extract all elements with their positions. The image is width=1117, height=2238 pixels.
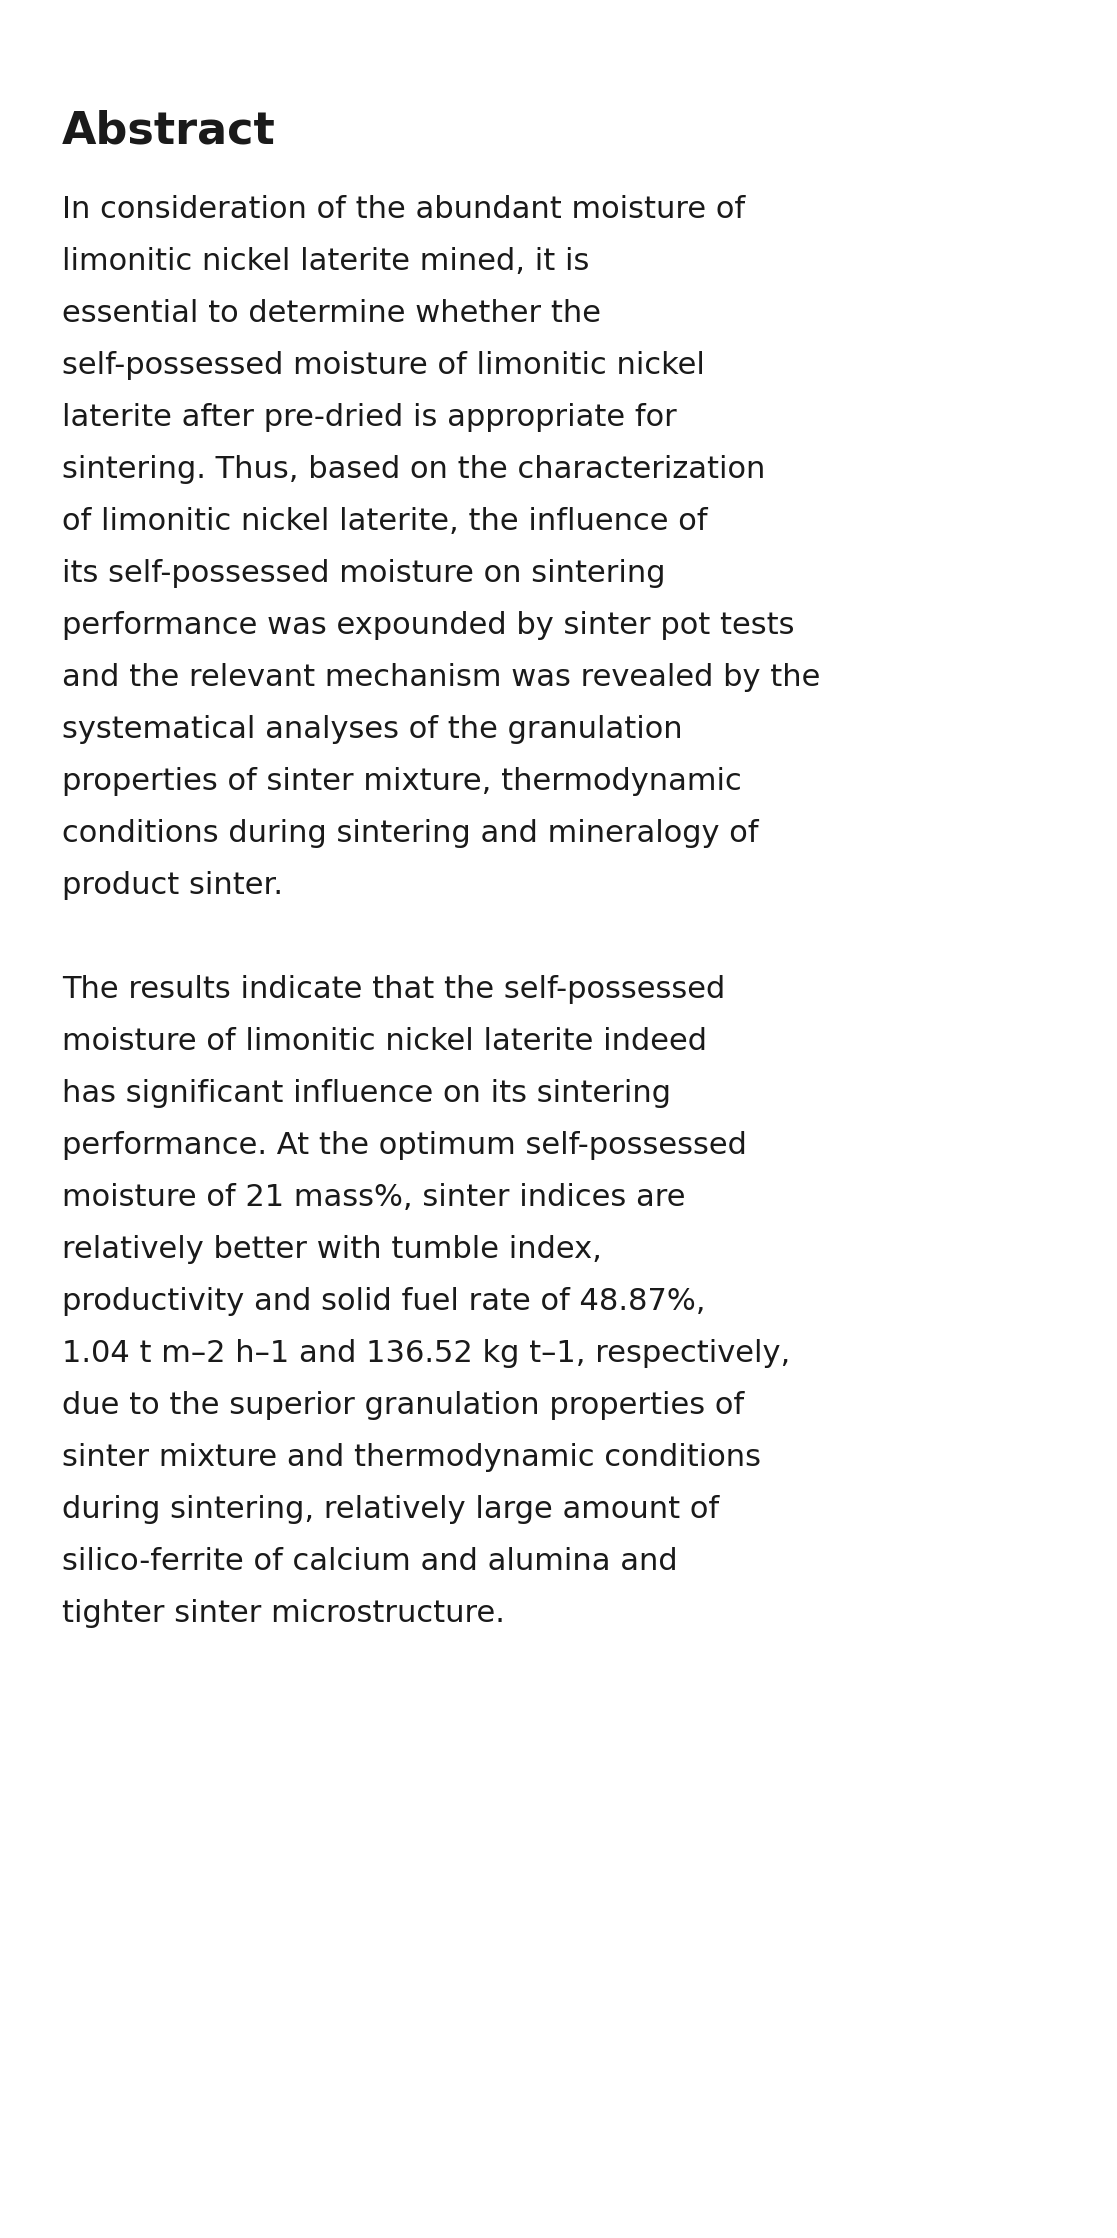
Text: 1.04 t m–2 h–1 and 136.52 kg t–1, respectively,: 1.04 t m–2 h–1 and 136.52 kg t–1, respec… <box>63 1338 790 1367</box>
Text: of limonitic nickel laterite, the influence of: of limonitic nickel laterite, the influe… <box>63 508 707 535</box>
Text: sinter mixture and thermodynamic conditions: sinter mixture and thermodynamic conditi… <box>63 1444 761 1473</box>
Text: productivity and solid fuel rate of 48.87%,: productivity and solid fuel rate of 48.8… <box>63 1287 706 1316</box>
Text: limonitic nickel laterite mined, it is: limonitic nickel laterite mined, it is <box>63 246 590 275</box>
Text: its self-possessed moisture on sintering: its self-possessed moisture on sintering <box>63 560 666 589</box>
Text: essential to determine whether the: essential to determine whether the <box>63 300 601 329</box>
Text: has significant influence on its sintering: has significant influence on its sinteri… <box>63 1079 671 1108</box>
Text: sintering. Thus, based on the characterization: sintering. Thus, based on the characteri… <box>63 454 765 483</box>
Text: silico-ferrite of calcium and alumina and: silico-ferrite of calcium and alumina an… <box>63 1546 678 1576</box>
Text: performance was expounded by sinter pot tests: performance was expounded by sinter pot … <box>63 611 794 640</box>
Text: due to the superior granulation properties of: due to the superior granulation properti… <box>63 1392 744 1419</box>
Text: and the relevant mechanism was revealed by the: and the relevant mechanism was revealed … <box>63 662 820 692</box>
Text: conditions during sintering and mineralogy of: conditions during sintering and mineralo… <box>63 819 758 848</box>
Text: properties of sinter mixture, thermodynamic: properties of sinter mixture, thermodyna… <box>63 768 742 797</box>
Text: The results indicate that the self-possessed: The results indicate that the self-posse… <box>63 976 725 1005</box>
Text: self-possessed moisture of limonitic nickel: self-possessed moisture of limonitic nic… <box>63 351 705 380</box>
Text: performance. At the optimum self-possessed: performance. At the optimum self-possess… <box>63 1130 747 1159</box>
Text: laterite after pre-dried is appropriate for: laterite after pre-dried is appropriate … <box>63 403 677 432</box>
Text: moisture of 21 mass%, sinter indices are: moisture of 21 mass%, sinter indices are <box>63 1184 686 1213</box>
Text: systematical analyses of the granulation: systematical analyses of the granulation <box>63 714 682 743</box>
Text: product sinter.: product sinter. <box>63 871 283 900</box>
Text: In consideration of the abundant moisture of: In consideration of the abundant moistur… <box>63 195 745 224</box>
Text: tighter sinter microstructure.: tighter sinter microstructure. <box>63 1598 505 1627</box>
Text: relatively better with tumble index,: relatively better with tumble index, <box>63 1235 602 1264</box>
Text: Abstract: Abstract <box>63 110 276 152</box>
Text: moisture of limonitic nickel laterite indeed: moisture of limonitic nickel laterite in… <box>63 1027 707 1056</box>
Text: during sintering, relatively large amount of: during sintering, relatively large amoun… <box>63 1495 719 1524</box>
